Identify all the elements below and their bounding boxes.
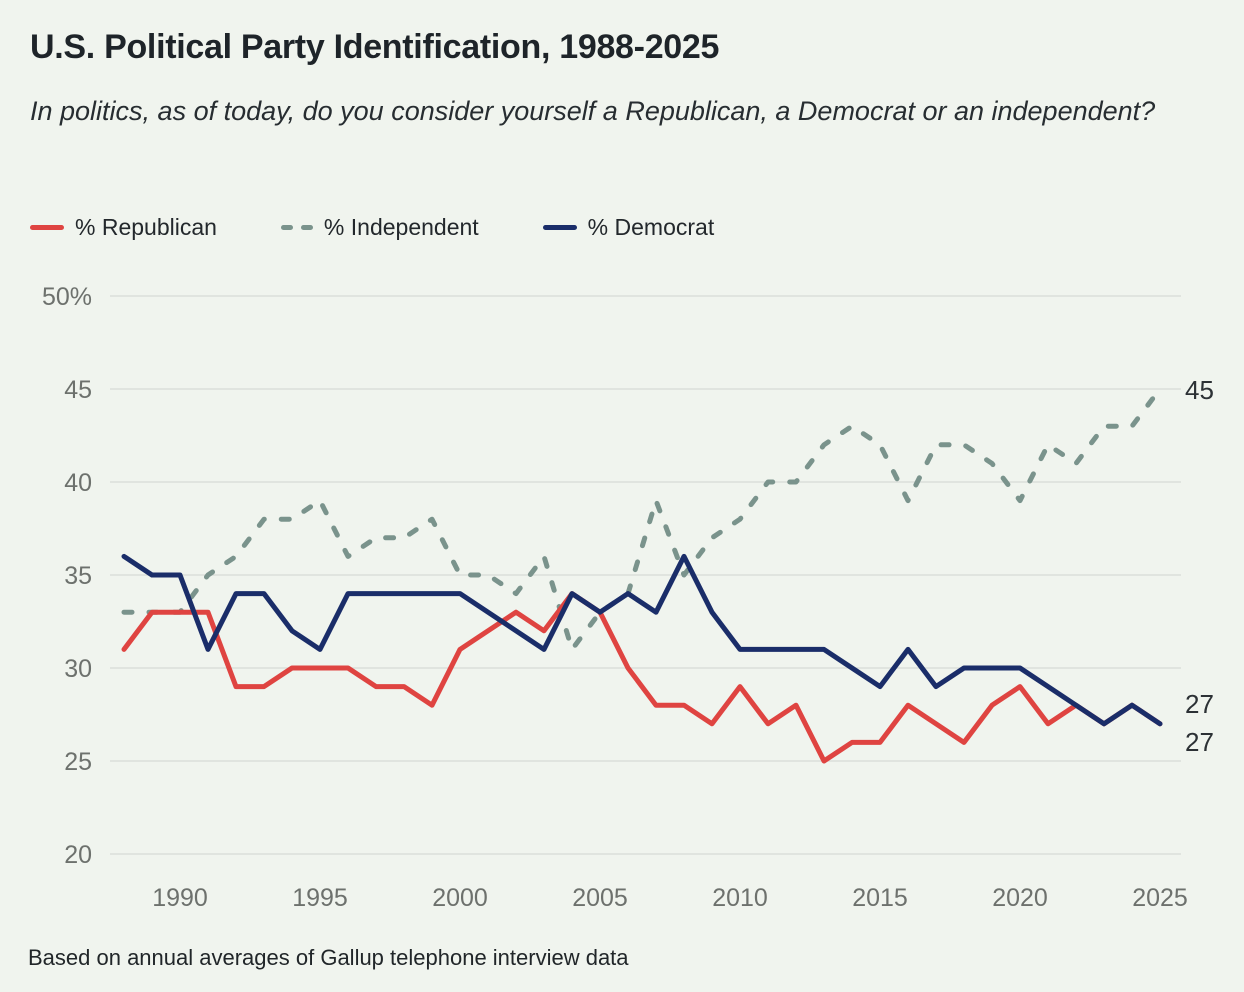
democrat-line [121,553,1163,727]
y-tick-label: 45 [64,376,92,404]
x-tick-label: 2010 [712,884,768,912]
legend-label-independent: % Independent [323,214,479,240]
legend-item-independent[interactable]: % Independent [280,214,479,241]
end-value-label: 27 [1185,689,1214,719]
y-tick-label: 20 [64,841,92,869]
legend-item-republican[interactable]: % Republican [30,214,217,241]
x-tick-label: 2015 [852,884,908,912]
x-tick-label: 2025 [1132,884,1188,912]
y-tick-label: 25 [64,748,92,776]
y-tick-label: 30 [64,655,92,683]
chart-subtitle: In politics, as of today, do you conside… [30,96,1156,126]
republican-line-swatch-icon [30,225,64,230]
x-tick-label: 1995 [292,884,348,912]
y-tick-label: 50% [42,283,92,311]
independent-dashed-swatch-icon [280,225,313,230]
x-tick-label: 2000 [432,884,488,912]
chart-footnote: Based on annual averages of Gallup telep… [28,945,629,970]
independent-line [121,386,1163,652]
legend: % Republican % Independent % Democrat [30,214,714,241]
end-value-label: 45 [1185,375,1214,405]
legend-item-democrat[interactable]: % Democrat [542,214,715,241]
democrat-line-swatch-icon [542,225,577,230]
republican-line [121,591,1163,764]
legend-label-democrat: % Democrat [587,214,715,240]
x-tick-label: 2005 [572,884,628,912]
legend-label-republican: % Republican [75,214,217,240]
x-tick-label: 2020 [992,884,1048,912]
x-tick-label: 1990 [152,884,208,912]
chart-title: U.S. Political Party Identification, 198… [30,28,720,66]
y-tick-label: 35 [64,562,92,590]
end-value-label: 27 [1185,727,1214,757]
y-tick-label: 40 [64,469,92,497]
